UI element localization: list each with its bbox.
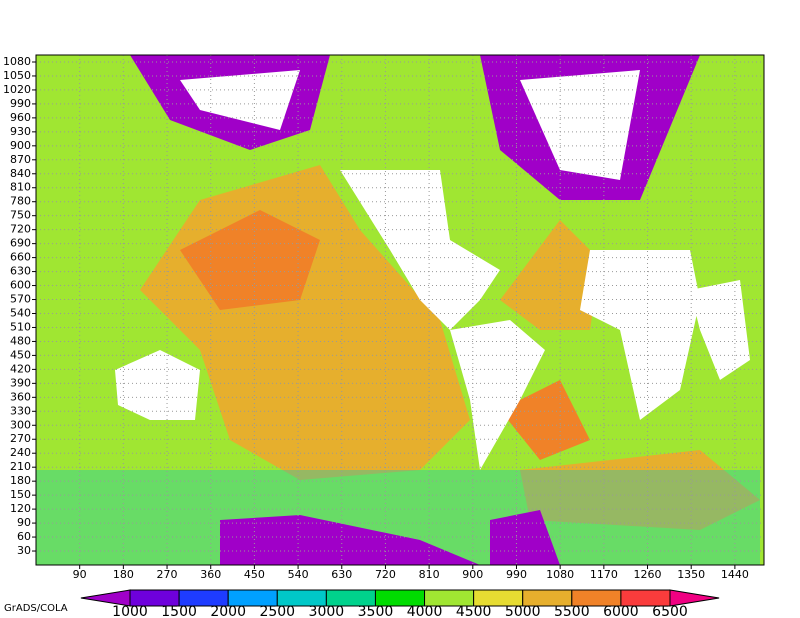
y-tick-label: 150	[10, 488, 31, 501]
y-tick-label: 690	[10, 237, 31, 250]
y-tick-label: 720	[10, 223, 31, 236]
south-deep	[520, 450, 760, 530]
y-tick-label: 240	[10, 446, 31, 459]
grid	[36, 55, 764, 565]
land	[450, 320, 545, 470]
axes: 90 180 270 360 450 540 630 720 810 900 990 1080 1170…	[3, 55, 749, 581]
y-tick-label: 60	[17, 530, 31, 543]
land	[520, 70, 640, 180]
land	[580, 250, 700, 420]
y-tick-label: 360	[10, 390, 31, 403]
y-tick-label: 1050	[3, 69, 31, 82]
y-tick-label: 570	[10, 293, 31, 306]
x-tick-label: 900	[462, 568, 483, 581]
colorbar-end	[669, 589, 720, 607]
x-tick-label: 180	[113, 568, 134, 581]
x-tick-label: 1080	[546, 568, 574, 581]
y-tick-label: 420	[10, 362, 31, 375]
x-tick-label: 360	[200, 568, 221, 581]
x-tick-label: 1440	[721, 568, 749, 581]
y-tick-label: 300	[10, 418, 31, 431]
colorbar-label: 2500	[259, 604, 295, 618]
shelf	[220, 515, 480, 565]
atlantic-deeper	[500, 380, 590, 460]
colorbar-label: 4000	[407, 604, 443, 618]
y-tick-label: 870	[10, 153, 31, 166]
y-tick-label: 90	[17, 516, 31, 529]
y-tick-label: 120	[10, 502, 31, 515]
x-tick-label: 450	[244, 568, 265, 581]
x-tick-label: 1350	[677, 568, 705, 581]
colorbar: 1000 1500 2000 2500 3000 3500 4000 4500 5000 5500…	[80, 589, 720, 618]
colorbar-label: 4500	[456, 604, 492, 618]
y-tick-label: 990	[10, 97, 31, 110]
y-tick-label: 600	[10, 279, 31, 292]
credit: GrADS/COLA	[4, 603, 68, 614]
y-tick-label: 450	[10, 348, 31, 361]
x-tick-label: 90	[73, 568, 87, 581]
y-tick-label: 840	[10, 167, 31, 180]
y-tick-label: 900	[10, 139, 31, 152]
y-tick-label: 750	[10, 209, 31, 222]
colorbar-label: 2000	[210, 604, 246, 618]
x-tick-label: 540	[288, 568, 309, 581]
colorbar-label: 5500	[554, 604, 590, 618]
y-tick-label: 390	[10, 376, 31, 389]
colorbar-label: 6500	[652, 604, 688, 618]
y-tick-label: 660	[10, 251, 31, 264]
land	[340, 170, 500, 330]
land	[115, 350, 200, 420]
y-tick-label: 330	[10, 404, 31, 417]
y-tick-label: 810	[10, 181, 31, 194]
y-tick-label: 630	[10, 265, 31, 278]
y-tick-label: 180	[10, 474, 31, 487]
y-tick-label: 510	[10, 320, 31, 333]
y-tick-label: 270	[10, 432, 31, 445]
colorbar-label: 1500	[161, 604, 197, 618]
y-tick-label: 30	[17, 544, 31, 557]
x-tick-label: 720	[375, 568, 396, 581]
southern-band	[36, 470, 760, 565]
plot-frame	[35, 54, 765, 566]
pacific-deeper	[180, 210, 320, 310]
colorbar-label: 5000	[505, 604, 541, 618]
x-tick-label: 810	[419, 568, 440, 581]
x-tick-label: 990	[506, 568, 527, 581]
y-tick-label: 780	[10, 195, 31, 208]
colorbar-label: 6000	[603, 604, 639, 618]
x-tick-label: 270	[157, 568, 178, 581]
colorbar-label: 3500	[358, 604, 394, 618]
x-tick-label: 1260	[634, 568, 662, 581]
y-tick-label: 960	[10, 111, 31, 124]
land	[180, 70, 300, 130]
colorbar-label: 3000	[309, 604, 345, 618]
map-field	[36, 55, 764, 565]
y-tick-label: 480	[10, 334, 31, 347]
x-tick-label: 1170	[590, 568, 618, 581]
y-tick-label: 1080	[3, 55, 31, 68]
colorbar-label: 1000	[112, 604, 148, 618]
atlantic-deep	[500, 220, 600, 330]
y-tick-label: 1020	[3, 83, 31, 96]
y-tick-label: 210	[10, 460, 31, 473]
x-tick-label: 630	[331, 568, 352, 581]
y-tick-label: 540	[10, 306, 31, 319]
y-tick-label: 930	[10, 125, 31, 138]
